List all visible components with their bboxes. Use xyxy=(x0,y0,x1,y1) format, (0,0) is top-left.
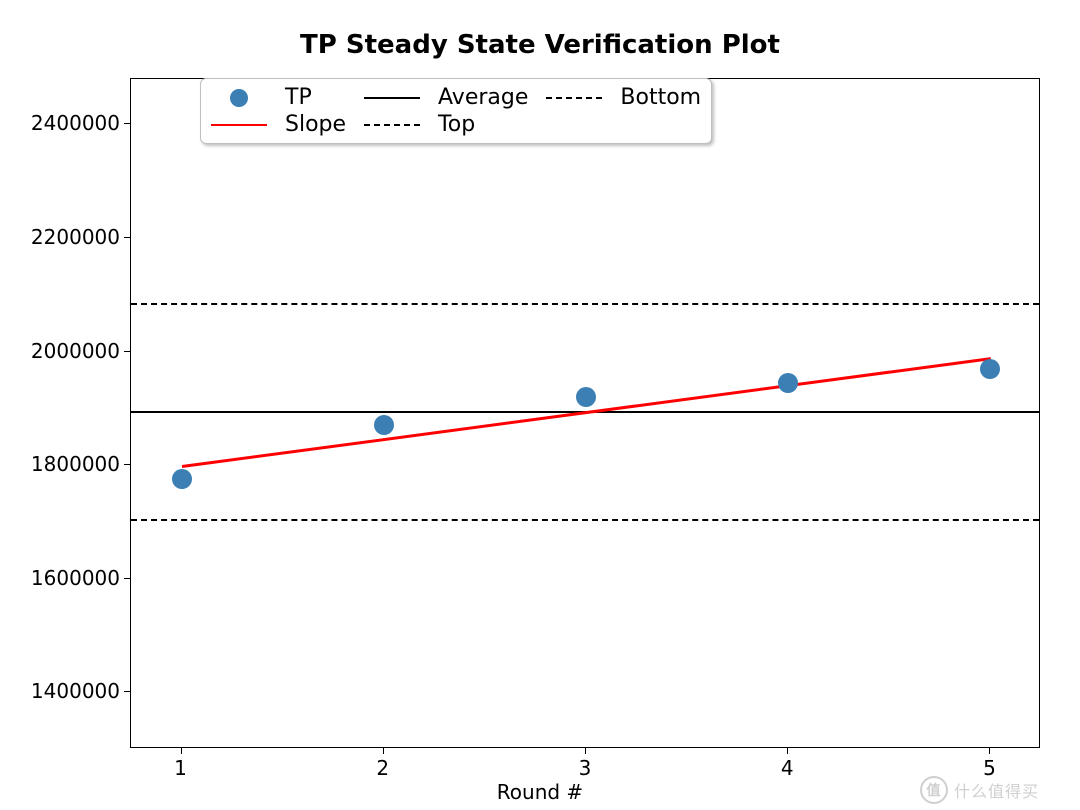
x-axis-label: Round # xyxy=(0,780,1080,804)
chart-title: TP Steady State Verification Plot xyxy=(0,30,1080,60)
legend-label: Average xyxy=(438,85,528,110)
watermark-badge: 值 xyxy=(920,776,948,804)
x-tick-label: 4 xyxy=(781,756,794,780)
legend-label: Top xyxy=(438,112,528,137)
plot-area xyxy=(130,78,1040,748)
y-tick-mark xyxy=(124,691,130,692)
y-tick-mark xyxy=(124,464,130,465)
tp-point xyxy=(576,387,596,407)
x-tick-mark xyxy=(181,748,182,754)
legend-swatch xyxy=(211,88,267,108)
x-tick-label: 2 xyxy=(376,756,389,780)
legend-swatch xyxy=(364,88,420,108)
y-tick-label: 2200000 xyxy=(31,225,120,249)
x-tick-label: 3 xyxy=(579,756,592,780)
legend-swatch xyxy=(546,88,602,108)
x-tick-mark xyxy=(787,748,788,754)
y-tick-mark xyxy=(124,351,130,352)
y-tick-label: 2000000 xyxy=(31,339,120,363)
y-tick-mark xyxy=(124,578,130,579)
y-tick-label: 1400000 xyxy=(31,679,120,703)
legend-label: Slope xyxy=(285,112,346,137)
watermark: 值 什么值得买 xyxy=(920,776,1039,804)
tp-point xyxy=(778,373,798,393)
x-tick-mark xyxy=(989,748,990,754)
watermark-text: 什么值得买 xyxy=(954,778,1039,802)
y-tick-label: 1800000 xyxy=(31,452,120,476)
legend-label: TP xyxy=(285,85,346,110)
x-tick-mark xyxy=(585,748,586,754)
legend-swatch xyxy=(364,115,420,135)
tp-point xyxy=(172,469,192,489)
y-tick-label: 1600000 xyxy=(31,566,120,590)
x-tick-mark xyxy=(383,748,384,754)
y-tick-mark xyxy=(124,123,130,124)
y-tick-mark xyxy=(124,237,130,238)
tp-point xyxy=(374,415,394,435)
legend-label: Bottom xyxy=(620,85,701,110)
y-tick-label: 2400000 xyxy=(31,111,120,135)
legend: TP Average Bottom Slope Top xyxy=(200,78,712,144)
top-line xyxy=(131,303,1039,305)
x-tick-label: 1 xyxy=(174,756,187,780)
legend-swatch xyxy=(211,115,267,135)
tp-point xyxy=(980,359,1000,379)
x-tick-label: 5 xyxy=(983,756,996,780)
bottom-line xyxy=(131,519,1039,521)
legend-swatch xyxy=(546,115,602,135)
